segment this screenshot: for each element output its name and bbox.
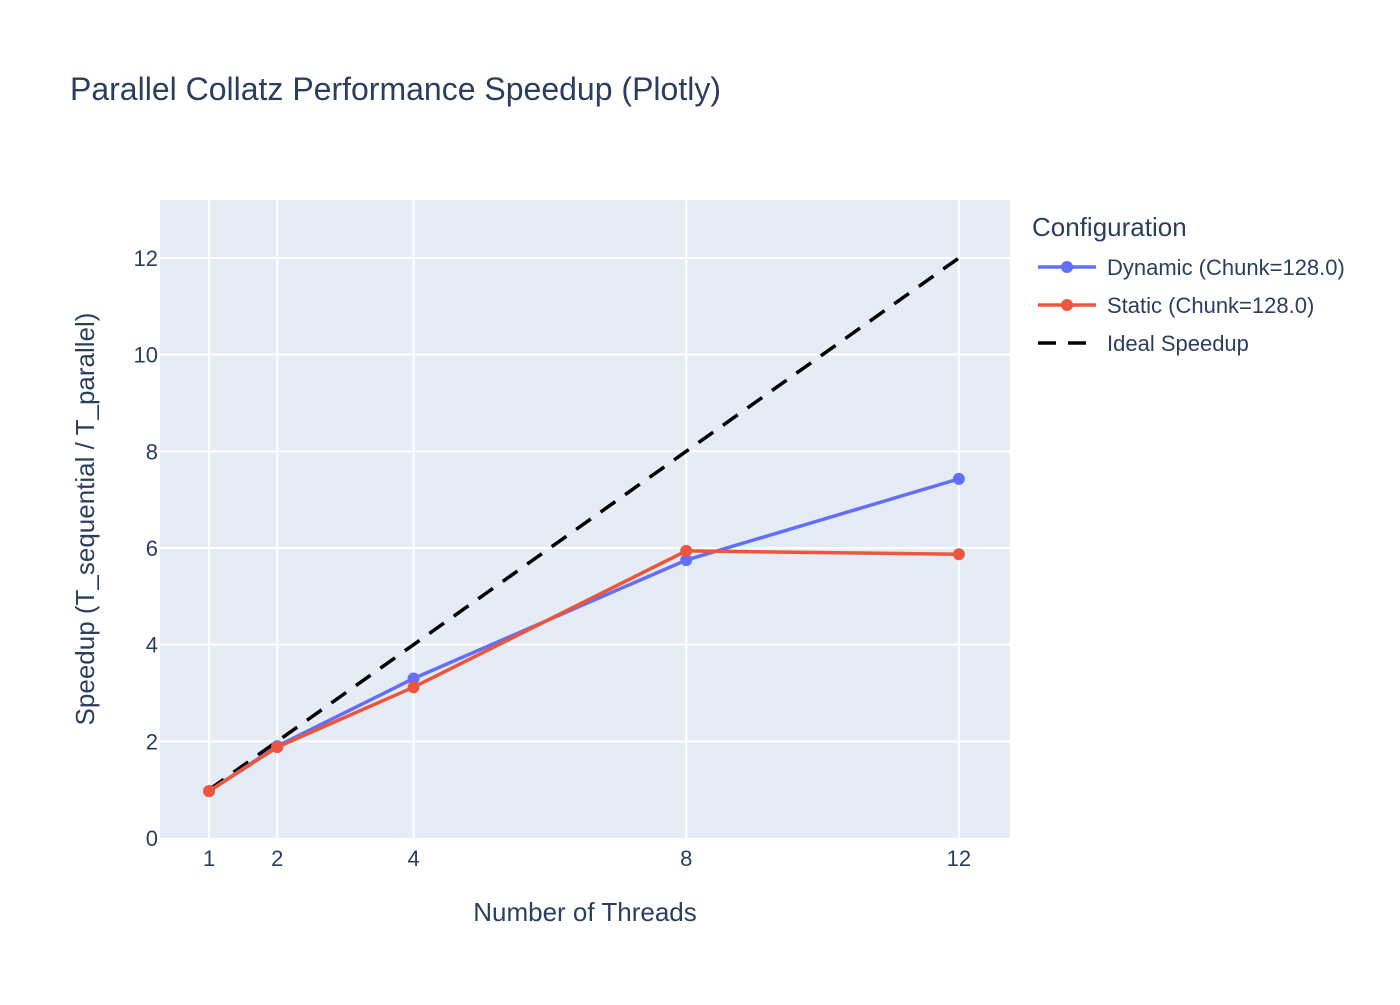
y-tick-label: 2 — [146, 729, 158, 754]
legend: Configuration Dynamic (Chunk=128.0) Stati… — [1032, 212, 1345, 356]
x-tick-label: 12 — [947, 846, 971, 871]
series-2 — [208, 256, 960, 792]
legend-items: Dynamic (Chunk=128.0) Static (Chunk=128.0… — [1038, 255, 1345, 356]
x-tick-label: 2 — [271, 846, 283, 871]
legend-label: Static (Chunk=128.0) — [1107, 293, 1314, 318]
y-tick-label: 10 — [134, 343, 158, 368]
data-point[interactable] — [271, 741, 284, 754]
data-point[interactable] — [680, 544, 693, 557]
y-tick-label: 12 — [134, 246, 158, 271]
legend-title: Configuration — [1032, 212, 1187, 242]
y-axis-title: Speedup (T_sequential / T_parallel) — [70, 313, 100, 726]
data-point[interactable] — [680, 554, 693, 567]
legend-item[interactable]: Static (Chunk=128.0) — [1038, 293, 1314, 318]
x-tick-label: 4 — [407, 846, 419, 871]
legend-label: Dynamic (Chunk=128.0) — [1107, 255, 1345, 280]
series-line — [208, 256, 960, 792]
x-tick-label: 8 — [680, 846, 692, 871]
plot-area — [160, 200, 1010, 838]
data-point[interactable] — [203, 785, 216, 798]
data-point[interactable] — [407, 672, 420, 685]
y-tick-label: 8 — [146, 439, 158, 464]
y-tick-label: 0 — [146, 826, 158, 851]
series-layer — [203, 256, 965, 798]
x-tick-label: 1 — [203, 846, 215, 871]
data-point[interactable] — [952, 548, 965, 561]
legend-marker — [1061, 261, 1073, 273]
data-point[interactable] — [952, 472, 965, 485]
legend-label: Ideal Speedup — [1107, 331, 1249, 356]
y-tick-label: 6 — [146, 536, 158, 561]
legend-item[interactable]: Dynamic (Chunk=128.0) — [1038, 255, 1345, 280]
legend-item[interactable]: Ideal Speedup — [1038, 331, 1249, 356]
series-1 — [203, 544, 965, 798]
x-axis-title: Number of Threads — [473, 897, 697, 927]
legend-marker — [1061, 299, 1073, 311]
data-point[interactable] — [407, 681, 420, 694]
chart-title: Parallel Collatz Performance Speedup (Pl… — [70, 71, 721, 107]
y-tick-label: 4 — [146, 633, 158, 658]
grid-lines — [160, 200, 1010, 838]
